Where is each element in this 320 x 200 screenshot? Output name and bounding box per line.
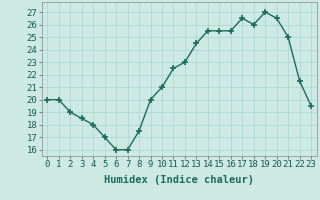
- X-axis label: Humidex (Indice chaleur): Humidex (Indice chaleur): [104, 175, 254, 185]
